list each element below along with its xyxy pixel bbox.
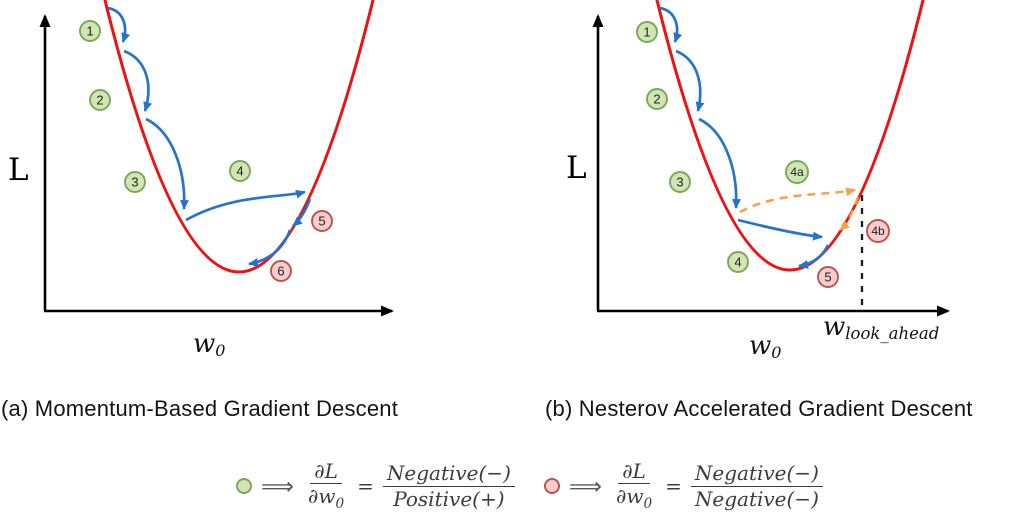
svg-text:6: 6 (277, 264, 284, 279)
loss-curve (103, 0, 375, 274)
partial-derivative-fraction: ∂L ∂w0 (304, 459, 348, 513)
svg-text:4: 4 (734, 255, 741, 270)
marker-4a: 4a (785, 160, 809, 184)
legend-green-gradient: ⟹ ∂L ∂w0 = Negative(−) Positive(+) (236, 458, 515, 513)
sign-fraction: Negative(−) Negative(−) (690, 462, 823, 511)
partial-derivative-fraction: ∂L ∂w0 (612, 459, 656, 513)
momentum-step-arrow-4 (737, 218, 823, 241)
marker-2: 2 (89, 89, 111, 111)
marker-1: 1 (79, 20, 101, 42)
diagram-nesterov: L w0 wlook_ahead 1 2 3 4a 4 (566, 0, 950, 362)
svg-text:5: 5 (824, 270, 831, 285)
sign-denominator: Negative(−) (694, 486, 819, 511)
derivative-denominator: ∂w0 (615, 484, 653, 513)
svg-text:4: 4 (236, 164, 243, 179)
marker-2: 2 (646, 88, 668, 110)
svg-text:3: 3 (131, 175, 138, 190)
marker-5: 5 (817, 266, 839, 288)
momentum-step-arrow-3 (145, 117, 189, 210)
x-axis-label: w0 (193, 329, 225, 360)
lookahead-arrow-2 (839, 196, 860, 231)
derivative-numerator: ∂L (310, 459, 342, 485)
x-axis-label: w0 (749, 331, 781, 362)
momentum-step-arrow-3 (698, 117, 741, 209)
legend-red-gradient: ⟹ ∂L ∂w0 = Negative(−) Negative(−) (544, 458, 823, 513)
momentum-step-arrow-5 (292, 198, 312, 228)
svg-text:1: 1 (643, 25, 650, 40)
sign-numerator: Negative(−) (690, 462, 823, 487)
sign-numerator: Negative(−) (382, 462, 515, 487)
marker-3: 3 (124, 171, 146, 193)
equals-sign: = (357, 474, 374, 498)
green-marker-icon (236, 478, 252, 494)
svg-text:2: 2 (653, 92, 660, 107)
red-marker-icon (544, 478, 560, 494)
sign-denominator: Positive(+) (393, 486, 505, 511)
momentum-step-arrow-4 (185, 189, 306, 222)
look-ahead-label: wlook_ahead (823, 312, 939, 343)
svg-text:5: 5 (318, 214, 325, 229)
equals-sign: = (665, 474, 682, 498)
momentum-step-arrow-2 (123, 49, 152, 112)
momentum-step-arrow-5 (798, 244, 830, 269)
lookahead-arrow-1 (739, 187, 856, 214)
diagram-momentum: L w0 1 2 3 4 5 6 (8, 0, 394, 360)
momentum-step-arrow-6 (248, 229, 292, 267)
marker-1: 1 (636, 21, 658, 43)
svg-text:4a: 4a (790, 165, 804, 179)
loss-curve (655, 0, 925, 272)
marker-6: 6 (270, 260, 292, 282)
marker-5: 5 (311, 210, 333, 232)
momentum-step-arrow-2 (675, 49, 705, 112)
caption-nesterov: (b) Nesterov Accelerated Gradient Descen… (545, 396, 973, 421)
implies-arrow-icon: ⟹ (261, 472, 294, 499)
implies-arrow-icon: ⟹ (569, 472, 602, 499)
svg-text:4b: 4b (871, 224, 885, 238)
marker-4: 4 (727, 251, 749, 273)
derivative-numerator: ∂L (618, 459, 650, 485)
svg-text:1: 1 (86, 24, 93, 39)
marker-4: 4 (229, 160, 251, 182)
momentum-step-arrow-1 (107, 6, 131, 43)
sign-fraction: Negative(−) Positive(+) (382, 462, 515, 511)
caption-momentum: (a) Momentum-Based Gradient Descent (1, 396, 399, 421)
marker-3: 3 (669, 171, 691, 193)
svg-text:2: 2 (96, 93, 103, 108)
derivative-denominator: ∂w0 (307, 484, 345, 513)
y-axis-label: L (566, 150, 587, 186)
marker-4b: 4b (866, 219, 890, 243)
svg-text:3: 3 (676, 175, 683, 190)
momentum-step-arrow-1 (659, 6, 683, 43)
y-axis-label: L (8, 152, 29, 188)
